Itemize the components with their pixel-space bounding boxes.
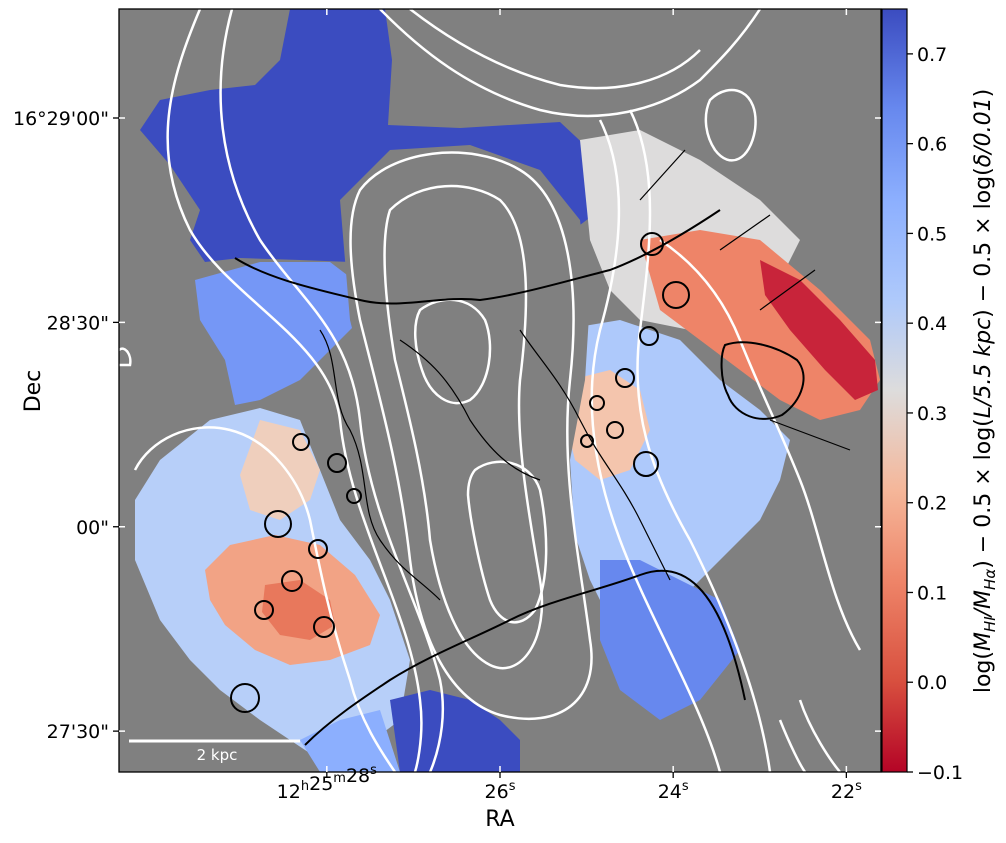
- y-axis-label: Dec: [21, 370, 46, 413]
- map-region-left-red-core: [262, 580, 335, 640]
- colorbar-label: log(MHI/MHα) − 0.5 × log(L/5.5 kpc) − 0.…: [971, 89, 999, 693]
- colorbar-tick-label: 0.1: [917, 582, 947, 604]
- y-tick-label: 16°29'00": [13, 108, 109, 130]
- colorbar-tick-label: 0.5: [917, 223, 947, 245]
- black-contour-blob-16: [580, 434, 594, 448]
- x-tick-label: 24s: [658, 779, 689, 803]
- y-tick-label: 28'30": [47, 312, 109, 334]
- colorbar-tick-label: 0.4: [917, 313, 947, 335]
- y-tick-label: 27'30": [47, 721, 109, 743]
- colorbar-tick-label: −0.1: [917, 762, 963, 784]
- map-region-right-lower-blue: [600, 560, 740, 720]
- black-contour-blob-14: [662, 281, 690, 309]
- black-contour-blob-11: [606, 421, 624, 439]
- white-contour-core-bottom: [466, 460, 548, 624]
- map-layer: 2 kpc: [119, 9, 880, 772]
- black-contour-blob-5: [292, 433, 310, 451]
- white-contour-blob-left: [119, 347, 132, 367]
- white-contour-bottom-right-a: [798, 699, 841, 772]
- white-contour-outer: [166, 9, 423, 772]
- black-contour-blob-15: [615, 368, 635, 388]
- colorbar-tick-label: 0.7: [917, 44, 947, 66]
- white-contour-top-right: [379, 9, 762, 118]
- white-contour-right-3: [659, 238, 862, 651]
- black-contour-blob-17: [640, 232, 664, 256]
- white-contour-2: [219, 9, 445, 772]
- white-contours: [119, 9, 862, 772]
- white-contour-blob-right: [704, 88, 757, 162]
- x-axis-label: RA: [485, 807, 514, 832]
- black-contour-blob-10: [633, 451, 659, 477]
- colorbar: 0.7 0.6 0.5 0.4 0.3 0.2 0.1 0.0 −0.1 log(MHI/MHα…: [881, 8, 999, 784]
- black-contour-blob-1: [230, 683, 260, 713]
- y-axis-ticks: 16°29'00" 28'30" 00" 27'30": [13, 108, 881, 743]
- white-contour-left-lower: [133, 426, 397, 772]
- black-contour-blob-13: [639, 326, 659, 346]
- black-contour-mid-left: [319, 329, 441, 601]
- black-contour-blob-7: [346, 488, 362, 504]
- white-contour-top-right-2: [409, 9, 701, 90]
- black-contour-line-right-1: [639, 149, 686, 201]
- black-contour-blob-4: [308, 539, 328, 559]
- colorbar-tick-label: 0.3: [917, 403, 947, 425]
- black-contour-line-right-3: [759, 269, 816, 311]
- white-contour-right-2: [628, 109, 772, 772]
- black-contour-line-right-2: [719, 214, 771, 251]
- colorbar-tick-label: 0.2: [917, 493, 947, 515]
- map-region-center-gray: [340, 145, 600, 730]
- black-contour-line-right-4: [769, 419, 851, 451]
- scale-bar: 2 kpc: [129, 739, 300, 764]
- black-contour-center: [399, 339, 541, 481]
- black-contour-blob-9: [313, 616, 335, 638]
- map-region-right-red-core: [760, 260, 878, 400]
- scale-bar-label: 2 kpc: [197, 746, 238, 764]
- map-region-blue-lower: [390, 690, 520, 772]
- white-contour-core-top: [414, 298, 492, 405]
- x-tick-label: 12h25m28s: [277, 763, 377, 803]
- x-tick-label: 22s: [831, 779, 862, 803]
- black-contour-blob-8: [254, 600, 274, 620]
- colorbar-tick-label: 0.6: [917, 134, 947, 156]
- x-tick-label: 26s: [485, 779, 516, 803]
- colorbar-ticks: 0.7 0.6 0.5 0.4 0.3 0.2 0.1 0.0 −0.1: [907, 44, 963, 784]
- black-contour-blob-12: [589, 395, 605, 411]
- black-contours: [230, 149, 851, 746]
- map-region-right-pale-red: [565, 370, 650, 480]
- black-contour-right-big: [720, 341, 805, 420]
- white-contour-bottom-right-b: [778, 719, 807, 772]
- y-tick-label: 00": [76, 517, 109, 539]
- black-contour-blob-2: [281, 570, 303, 592]
- colorbar-tick-label: 0.0: [917, 672, 947, 694]
- white-contour-inner-a: [349, 151, 593, 720]
- white-contour-right-1: [590, 119, 722, 772]
- black-contour-blob-6: [327, 453, 347, 473]
- black-contour-lower: [304, 569, 746, 746]
- white-contour-inner-b: [383, 184, 544, 670]
- colorbar-gradient: [881, 8, 908, 773]
- heatmap-regions: [135, 9, 880, 772]
- map-region-right-red: [640, 230, 880, 420]
- map-region-bottom-light: [300, 710, 400, 772]
- black-contour-blob-3: [264, 510, 292, 538]
- x-axis-ticks: 12h25m28s 26s 24s 22s: [277, 9, 862, 803]
- black-contour-mid-right: [519, 329, 671, 581]
